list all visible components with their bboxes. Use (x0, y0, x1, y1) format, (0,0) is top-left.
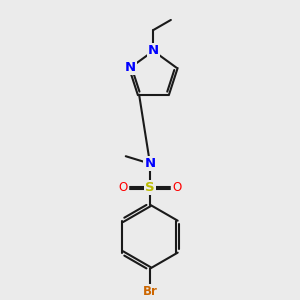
Text: N: N (144, 157, 156, 170)
Text: Br: Br (142, 285, 158, 298)
Text: N: N (125, 61, 136, 74)
Text: O: O (118, 182, 128, 194)
Text: S: S (145, 182, 155, 194)
Text: N: N (148, 44, 159, 57)
Text: O: O (172, 182, 182, 194)
